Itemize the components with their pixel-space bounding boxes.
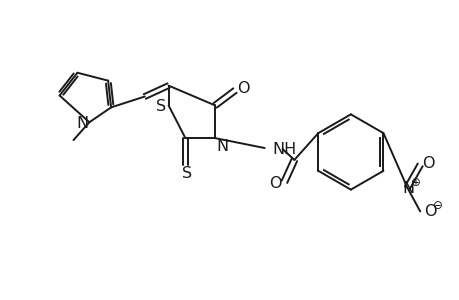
Text: N: N [216,139,228,154]
Text: O: O [421,156,433,171]
Text: ⊖: ⊖ [432,199,442,212]
Text: ⊕: ⊕ [410,176,420,189]
Text: NH: NH [272,142,296,157]
Text: S: S [155,99,165,114]
Text: N: N [402,181,414,196]
Text: S: S [182,166,192,181]
Text: O: O [236,81,249,96]
Text: O: O [269,176,281,191]
Text: O: O [423,204,436,219]
Text: N: N [76,116,88,131]
